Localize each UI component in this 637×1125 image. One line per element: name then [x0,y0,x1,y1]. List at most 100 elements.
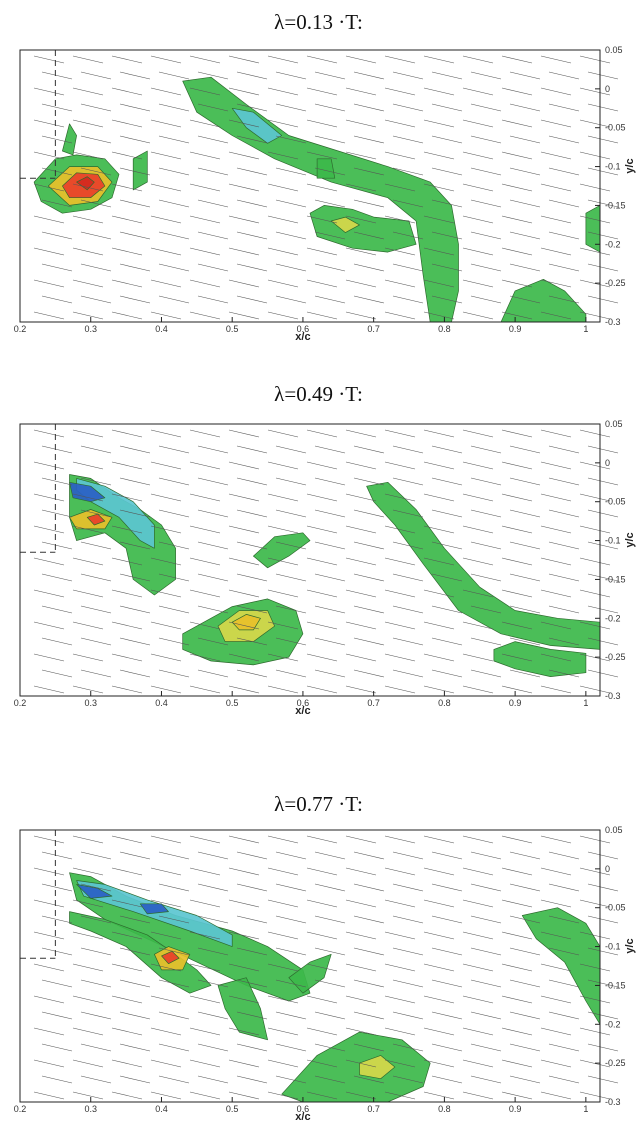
vector-arrow [150,247,182,256]
vector-arrow [353,1011,385,1020]
vector-arrow [80,231,112,240]
x-tick-label: 0.6 [297,1104,310,1114]
vector-arrow [470,637,502,646]
vector-arrow [540,621,572,630]
y-tick-label: -0.1 [605,942,621,952]
vector-arrow [353,883,385,892]
vector-arrow [353,135,385,144]
contour-plot-2: 0.2 0.3 0.4 0.5 0.6 0.7 0.8 0.9 1 0.05 0 -0.05 -0.1 -… [14,419,636,714]
x-tick-label: 1 [583,1104,588,1114]
vector-arrow [509,295,541,304]
vector-arrow [423,867,455,876]
vector-arrow [314,883,346,892]
vector-arrow [119,71,151,80]
vector-arrow [111,1091,143,1100]
vector-arrow [275,947,307,956]
vector-arrow [579,685,611,694]
vector-arrow [80,541,112,550]
vector-arrow [236,263,268,272]
vector-arrow [587,979,619,988]
vector-arrow [197,1075,229,1084]
vector-arrow [275,573,307,582]
vector-arrow [111,493,143,502]
vector-arrow [228,963,260,972]
vector-arrow [509,103,541,112]
vector-arrow [423,1059,455,1068]
vector-arrow [150,589,182,598]
contour-region [231,614,261,631]
vector-arrow [587,541,619,550]
vector-arrow [306,279,338,288]
vector-arrow [111,247,143,256]
vector-arrow [392,669,424,678]
vector-arrow [384,493,416,502]
vector-arrow [548,1011,580,1020]
vector-arrow [579,835,611,844]
vector-arrow [587,605,619,614]
vector-arrow [80,1075,112,1084]
x-tick-label: 0.3 [84,1104,97,1114]
vector-arrow [80,135,112,144]
vector-arrow [548,979,580,988]
vector-arrow [41,509,73,518]
plot-frame [19,423,601,697]
vector-arrow [275,915,307,924]
x-tick-label: 0.2 [14,698,27,708]
vector-arrow [384,589,416,598]
vector-arrow [72,835,104,844]
vector-arrow [228,55,260,64]
vector-arrow [119,947,151,956]
vector-arrow [80,1011,112,1020]
vector-arrow [228,119,260,128]
vector-arrow [267,653,299,662]
vector-arrow [158,637,190,646]
vector-arrow [72,1027,104,1036]
vector-arrow [267,151,299,160]
vector-arrow [189,589,221,598]
vector-arrow [189,279,221,288]
vector-arrow [111,931,143,940]
vector-arrow [462,867,494,876]
vector-arrow [423,835,455,844]
vector-arrow [111,963,143,972]
vector-field [33,835,619,1100]
panel-1: λ=0.13 ·T: 0.2 0.3 0.4 0.5 0.6 0.7 0.8 0.9 1 0.05… [0,0,637,340]
vector-arrow [509,1075,541,1084]
vector-arrow [150,183,182,192]
vector-arrow [72,429,104,438]
contour-region [521,907,600,1025]
vector-arrow [345,87,377,96]
vector-arrow [587,851,619,860]
vector-arrow [189,931,221,940]
vector-arrow [470,605,502,614]
vector-arrow [119,637,151,646]
y-tick-label: -0.15 [605,980,626,990]
vector-arrow [111,1027,143,1036]
vector-arrow [111,311,143,320]
vector-arrow [41,231,73,240]
vector-arrow [33,995,65,1004]
vector-arrow [267,311,299,320]
vector-arrow [345,963,377,972]
vector-arrow [267,247,299,256]
vector-arrow [423,55,455,64]
vector-arrow [275,605,307,614]
vector-arrow [501,1091,533,1100]
vector-arrow [72,279,104,288]
vector-arrow [345,311,377,320]
vector-arrow [579,429,611,438]
vector-arrow [462,1027,494,1036]
vector-arrow [111,215,143,224]
vector-arrow [267,87,299,96]
vector-arrow [462,119,494,128]
vector-arrow [345,589,377,598]
vector-arrow [384,525,416,534]
vector-arrow [353,637,385,646]
vector-arrow [275,1011,307,1020]
contour-region [62,123,77,156]
vector-arrow [423,653,455,662]
vector-arrow [345,1059,377,1068]
x-tick-label: 0.8 [438,1104,451,1114]
vector-arrow [275,1043,307,1052]
contour-layer [69,474,600,677]
